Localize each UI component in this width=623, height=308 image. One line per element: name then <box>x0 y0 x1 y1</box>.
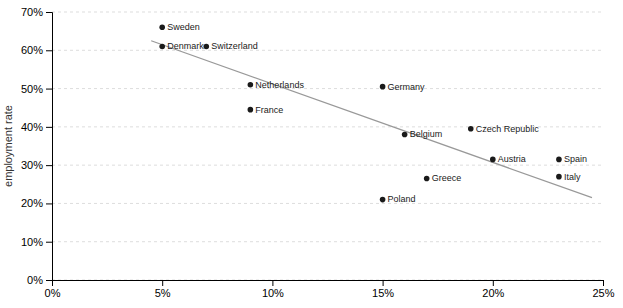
tick-mark <box>46 242 52 243</box>
chart: 0% 5% 10% 15% 20% 25% 0% 10% 20% 30% 40% 50% 60% 70% e… <box>0 0 623 308</box>
grid-line <box>52 203 603 204</box>
tick: 20% <box>21 197 52 209</box>
point <box>556 174 562 180</box>
point <box>380 197 386 203</box>
tick-mark <box>272 280 273 286</box>
tick: 0% <box>27 274 52 286</box>
tick-label: 60% <box>21 44 43 56</box>
point-label: Poland <box>388 194 416 204</box>
point-label: Switzerland <box>211 41 258 51</box>
point-label: France <box>255 105 283 115</box>
tick: 0% <box>45 280 61 299</box>
point <box>556 157 562 163</box>
x-axis: 0% 5% 10% 15% 20% 25% <box>45 280 615 299</box>
tick-label: 70% <box>21 6 43 18</box>
tick-label: 10% <box>262 287 284 299</box>
grid <box>52 12 603 280</box>
point-labels: Sweden Denmark Switzerland Netherlands Franc… <box>167 22 587 204</box>
tick-label: 20% <box>21 197 43 209</box>
point <box>203 44 209 50</box>
tick-label: 15% <box>372 287 394 299</box>
grid-line <box>52 165 603 166</box>
tick: 60% <box>21 44 52 56</box>
tick-label: 40% <box>21 121 43 133</box>
point <box>380 84 386 90</box>
tick: 20% <box>482 280 504 299</box>
point <box>468 126 474 132</box>
point <box>248 107 254 113</box>
y-axis: 0% 10% 20% 30% 40% 50% 60% 70% <box>21 6 53 286</box>
tick: 40% <box>21 121 52 133</box>
tick: 10% <box>21 236 52 248</box>
tick: 30% <box>21 159 52 171</box>
tick-mark <box>46 89 52 90</box>
tick-mark <box>46 280 52 281</box>
tick-mark <box>46 127 52 128</box>
tick-mark <box>46 12 52 13</box>
axis-line <box>46 13 53 281</box>
tick: 5% <box>155 280 171 299</box>
tick-mark <box>46 50 52 51</box>
tick-mark <box>46 165 52 166</box>
tick-label: 0% <box>45 287 61 299</box>
plot: 0% 5% 10% 15% 20% 25% 0% 10% 20% 30% 40% 50% 60% 70% e… <box>2 6 615 299</box>
point-label: Greece <box>432 173 462 183</box>
point <box>248 82 254 88</box>
point <box>159 44 165 50</box>
point-label: Denmark <box>167 41 204 51</box>
grid-line <box>52 50 603 51</box>
tick: 70% <box>21 6 52 18</box>
tick-label: 20% <box>482 287 504 299</box>
grid-line <box>52 88 603 89</box>
tick-label: 0% <box>27 274 43 286</box>
point <box>402 132 408 138</box>
tick-mark <box>383 280 384 286</box>
point <box>159 25 165 31</box>
tick-label: 25% <box>592 287 614 299</box>
point-label: Czech Republic <box>476 124 540 134</box>
tick-label: 50% <box>21 83 43 95</box>
point-label: Netherlands <box>255 80 304 90</box>
point <box>490 157 496 163</box>
tick-mark <box>493 280 494 286</box>
axis-line <box>53 281 604 287</box>
tick: 15% <box>372 280 394 299</box>
point-label: Germany <box>388 82 426 92</box>
point-label: Spain <box>564 154 587 164</box>
marks <box>151 25 592 203</box>
tick-label: 5% <box>155 287 171 299</box>
tick-label: 30% <box>21 159 43 171</box>
point-label: Sweden <box>167 22 200 32</box>
tick-mark <box>603 280 604 286</box>
tick-mark <box>162 280 163 286</box>
tick: 10% <box>262 280 284 299</box>
grid-line <box>52 12 603 13</box>
tick: 50% <box>21 83 52 95</box>
tick: 25% <box>592 280 614 299</box>
tick-label: 10% <box>21 236 43 248</box>
point-label: Belgium <box>410 129 443 139</box>
grid-line <box>52 241 603 242</box>
trend-line <box>151 41 592 198</box>
point-label: Austria <box>498 154 526 164</box>
point-label: Italy <box>564 172 581 182</box>
y-axis-title: employment rate <box>2 105 14 187</box>
point <box>424 176 430 182</box>
tick-mark <box>46 203 52 204</box>
